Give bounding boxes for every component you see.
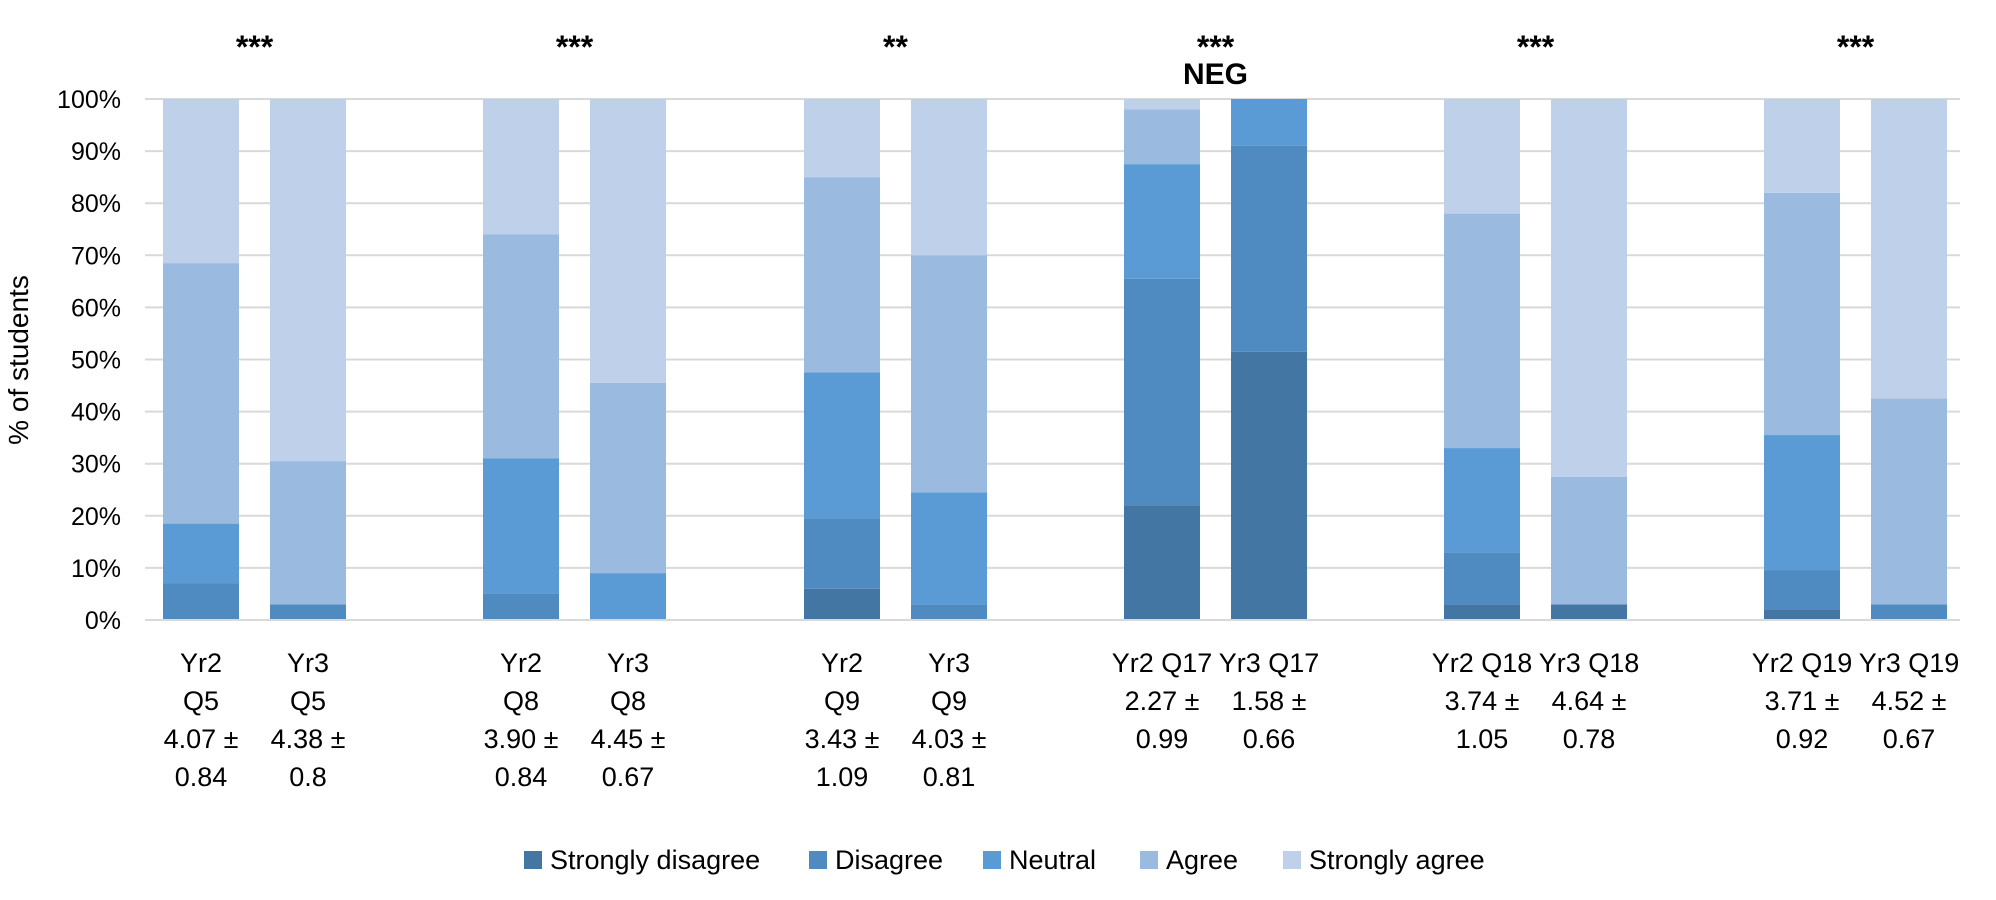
legend-swatch	[809, 851, 827, 869]
legend-swatch	[1283, 851, 1301, 869]
bar-segment-strongly-disagree	[1551, 604, 1627, 620]
bar-segment-neutral	[1124, 164, 1200, 279]
bar-segment-disagree	[911, 604, 987, 620]
bar-segment-neutral	[911, 492, 987, 605]
legend-label: Agree	[1166, 845, 1238, 875]
bar-segment-disagree	[1124, 278, 1200, 506]
category-label: Yr3 Q5 4.38 ±0.8	[271, 648, 346, 792]
legend-swatch	[983, 851, 1001, 869]
category-label: Yr2 Q8 3.90 ±0.84	[484, 648, 559, 792]
bar-segment-agree	[483, 234, 559, 459]
category-label: Yr2 Q9 3.43 ±1.09	[805, 648, 880, 792]
bar-segment-strongly-disagree	[1764, 609, 1840, 620]
bar-segment-disagree	[163, 583, 239, 620]
bar-segment-strongly-disagree	[1124, 505, 1200, 620]
legend-label: Disagree	[835, 845, 943, 875]
y-tick-label: 100%	[57, 86, 121, 114]
bar-segment-disagree	[804, 518, 880, 589]
bar-segment-strongly-agree	[1871, 99, 1947, 399]
y-axis-ticks: 0% 10% 20% 30% 40% 50% 60% 70% 80% 90% 100%	[57, 86, 121, 635]
bar-segment-agree	[1551, 476, 1627, 605]
y-tick-label: 50%	[71, 347, 121, 375]
bar-segment-disagree	[1231, 145, 1307, 352]
category-label: Yr2 Q17 2.27 ±0.99	[1112, 648, 1213, 754]
bar-segment-strongly-agree	[1551, 99, 1627, 477]
y-tick-label: 40%	[71, 399, 121, 427]
legend-swatch	[524, 851, 542, 869]
significance-marker: ***	[1517, 29, 1555, 65]
category-label: Yr2 Q5 4.07 ±0.84	[164, 648, 239, 792]
category-label: Yr3 Q17 1.58 ±0.66	[1219, 648, 1320, 754]
bar-segment-agree	[804, 177, 880, 373]
bar-segment-agree	[1444, 213, 1520, 449]
y-axis-title: % of students	[3, 275, 34, 445]
bar-segment-agree	[1871, 398, 1947, 605]
bar-segment-neutral	[163, 523, 239, 584]
bar-segment-strongly-agree	[1764, 99, 1840, 193]
bar-segment-strongly-agree	[804, 99, 880, 178]
bar-segment-neutral	[1231, 99, 1307, 146]
category-label: Yr3 Q18 4.64 ±0.78	[1539, 648, 1640, 754]
bar-segment-disagree	[270, 604, 346, 620]
y-tick-label: 30%	[71, 451, 121, 479]
y-tick-label: 70%	[71, 242, 121, 270]
bar-segment-neutral	[1764, 435, 1840, 571]
bar-segment-strongly-disagree	[804, 588, 880, 620]
category-labels: Yr2 Q5 4.07 ±0.84 Yr3 Q5 4.38 ±0.8 Yr2 Q8 3.90 ±…	[164, 648, 1960, 792]
bar-segment-agree	[1124, 109, 1200, 165]
category-label: Yr3 Q9 4.03 ±0.81	[912, 648, 987, 792]
bar-segment-strongly-agree	[483, 99, 559, 235]
category-label: Yr3 Q19 4.52 ±0.67	[1859, 648, 1960, 754]
bar-segment-disagree	[1764, 570, 1840, 610]
legend-swatch	[1140, 851, 1158, 869]
legend: Strongly disagree Disagree Neutral Agree Str…	[524, 845, 1485, 875]
significance-marker: ***	[236, 29, 274, 65]
legend-label: Neutral	[1009, 845, 1096, 875]
bar-segment-disagree	[483, 593, 559, 620]
bar-segment-strongly-disagree	[1444, 604, 1520, 620]
gridlines	[145, 98, 1960, 569]
legend-label: Strongly disagree	[550, 845, 760, 875]
bar-segment-neutral	[590, 573, 666, 620]
bar-segment-neutral	[483, 458, 559, 594]
significance-marker: ***	[1197, 29, 1235, 65]
y-tick-label: 10%	[71, 555, 121, 583]
significance-markers: *** *** ** ***NEG*** ***	[236, 29, 1875, 91]
category-label: Yr2 Q18 3.74 ±1.05	[1432, 648, 1533, 754]
bar-segment-neutral	[804, 372, 880, 519]
y-tick-label: 80%	[71, 190, 121, 218]
y-tick-label: 0%	[85, 607, 121, 635]
bar-segment-agree	[163, 263, 239, 524]
bar-segment-disagree	[1444, 552, 1520, 605]
bar-segment-agree	[590, 382, 666, 574]
bar-segment-agree	[1764, 192, 1840, 436]
neg-note: NEG	[1183, 58, 1248, 91]
legend-label: Strongly agree	[1309, 845, 1485, 875]
bar-segment-agree	[911, 255, 987, 493]
y-tick-label: 60%	[71, 294, 121, 322]
bar-segment-strongly-agree	[163, 99, 239, 264]
bar-segment-neutral	[1444, 448, 1520, 553]
y-tick-label: 90%	[71, 138, 121, 166]
bar-segment-strongly-agree	[911, 99, 987, 256]
y-tick-label: 20%	[71, 503, 121, 531]
bars	[163, 99, 1947, 620]
bar-segment-strongly-agree	[1124, 99, 1200, 110]
bar-segment-agree	[270, 461, 346, 605]
bar-segment-strongly-agree	[270, 99, 346, 462]
category-label: Yr3 Q8 4.45 ±0.67	[591, 648, 666, 792]
bar-segment-strongly-agree	[1444, 99, 1520, 214]
significance-marker: ***	[1837, 29, 1875, 65]
category-label: Yr2 Q19 3.71 ±0.92	[1752, 648, 1853, 754]
bar-segment-disagree	[1871, 604, 1947, 620]
bar-segment-strongly-disagree	[1231, 351, 1307, 620]
bar-segment-strongly-agree	[590, 99, 666, 383]
significance-marker: ***	[556, 29, 594, 65]
significance-marker: **	[883, 29, 908, 65]
